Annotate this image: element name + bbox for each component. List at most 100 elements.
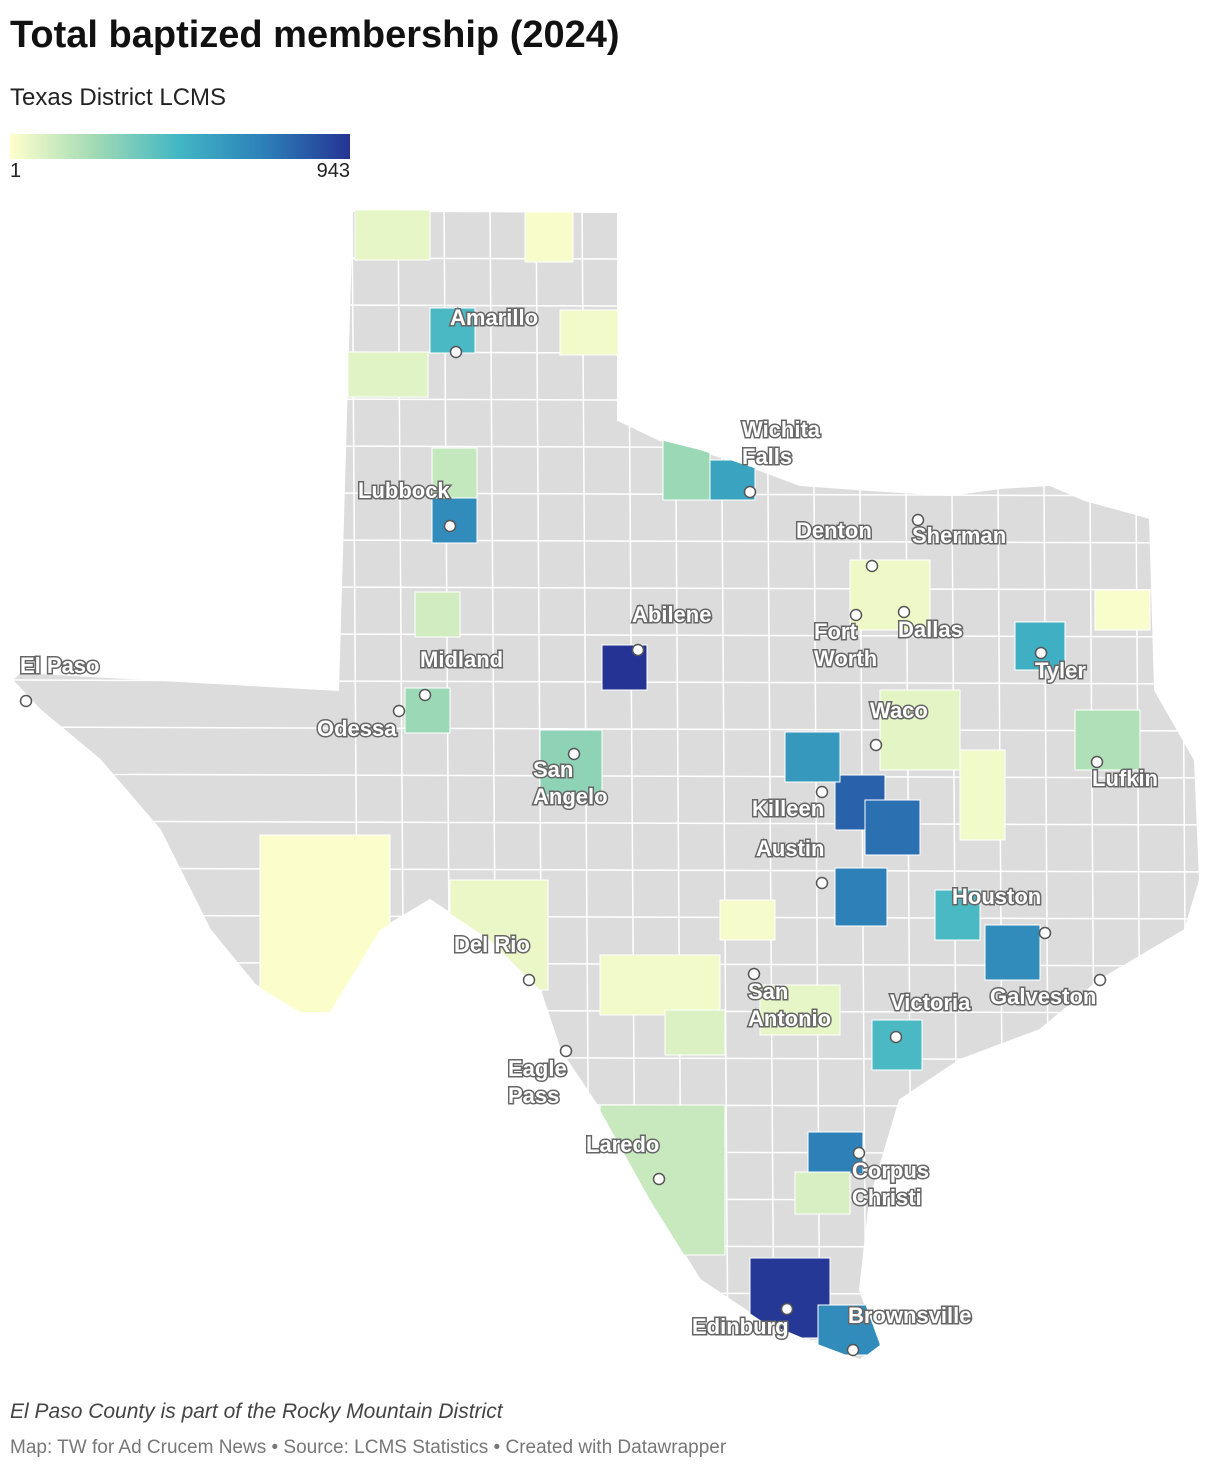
city-label: Denton: [796, 518, 872, 543]
city-label: Corpus: [852, 1158, 929, 1183]
city-label: Wichita: [742, 417, 821, 442]
city-marker: [911, 513, 925, 527]
city-marker: [1034, 646, 1048, 660]
county: [719, 899, 776, 941]
city-label: Del Rio: [454, 932, 530, 957]
county-line: [12, 726, 1200, 732]
city-marker: [522, 973, 536, 987]
county: [879, 689, 961, 771]
county: [1074, 709, 1141, 771]
city-label: Pass: [508, 1083, 559, 1108]
city-marker: [747, 967, 761, 981]
city-label: Christi: [852, 1185, 922, 1210]
county-line: [12, 914, 1200, 920]
city-marker: [1090, 755, 1104, 769]
legend-bar: [10, 134, 350, 159]
city-label: Galveston: [990, 984, 1096, 1009]
county: [759, 984, 841, 1036]
county-line: [12, 820, 1200, 826]
county-line: [12, 773, 1200, 779]
city-marker: [815, 785, 829, 799]
city-marker: [392, 704, 406, 718]
county: [259, 834, 391, 1016]
city-marker: [443, 519, 457, 533]
city-marker: [449, 345, 463, 359]
county: [431, 447, 478, 499]
county: [662, 439, 711, 501]
city-label: Abilene: [632, 602, 711, 627]
city-label: Sherman: [912, 523, 1006, 548]
county: [849, 559, 931, 631]
city-label: San: [533, 757, 573, 782]
city-label: Eagle: [508, 1056, 567, 1081]
city-marker: [846, 1343, 860, 1357]
city-marker: [743, 485, 757, 499]
city-marker: [897, 605, 911, 619]
city-marker: [889, 1030, 903, 1044]
county-line: [12, 1243, 1200, 1249]
county: [794, 1171, 851, 1215]
city-label: San: [748, 979, 788, 1004]
county: [539, 729, 603, 796]
city-marker: [815, 876, 829, 890]
city-label: Lubbock: [358, 478, 450, 503]
county: [599, 954, 721, 1016]
city-label: Worth: [814, 646, 877, 671]
city-label: Edinburg: [692, 1314, 789, 1339]
county-line: [12, 1290, 1200, 1296]
city-marker: [849, 608, 863, 622]
city-label: Falls: [742, 444, 792, 469]
legend-min: 1: [10, 160, 21, 182]
city-marker: [852, 1146, 866, 1160]
note: El Paso County is part of the Rocky Moun…: [10, 1400, 503, 1423]
city-label: Austin: [756, 836, 824, 861]
city-marker: [19, 694, 33, 708]
county: [524, 211, 574, 263]
city-label: Laredo: [586, 1132, 659, 1157]
city-marker: [567, 747, 581, 761]
county: [784, 731, 841, 783]
county: [934, 889, 981, 941]
county: [871, 1019, 923, 1071]
title: Total baptized membership (2024): [10, 14, 620, 56]
city-marker: [631, 643, 645, 657]
city-label: Antonio: [748, 1006, 831, 1031]
city-label: Houston: [952, 884, 1041, 909]
county: [347, 351, 429, 398]
county: [984, 924, 1041, 981]
legend-max: 943: [317, 160, 350, 182]
county: [559, 309, 619, 356]
city-label: Angelo: [533, 784, 608, 809]
county-line: [12, 1196, 1200, 1202]
city-label: Midland: [420, 647, 503, 672]
city-marker: [652, 1172, 666, 1186]
county-line: [12, 867, 1200, 873]
city-label: Victoria: [890, 990, 971, 1015]
city-label: Tyler: [1035, 658, 1086, 683]
city-label: El Paso: [20, 653, 99, 678]
city-label: Odessa: [317, 716, 397, 741]
city-marker: [1038, 926, 1052, 940]
county: [354, 210, 431, 261]
county: [414, 591, 461, 638]
county-line: [12, 1337, 1200, 1343]
county: [664, 1009, 726, 1056]
city-marker: [418, 688, 432, 702]
county: [431, 497, 478, 544]
county: [864, 799, 921, 856]
county: [959, 749, 1006, 841]
city-label: Lufkin: [1092, 766, 1158, 791]
city-marker: [780, 1302, 794, 1316]
city-label: Waco: [870, 698, 928, 723]
city-marker: [1093, 973, 1107, 987]
city-label: Amarillo: [450, 305, 538, 330]
city-label: Brownsville: [848, 1303, 971, 1328]
footer: Map: TW for Ad Crucem News • Source: LCM…: [10, 1437, 727, 1458]
city-marker: [559, 1044, 573, 1058]
county: [834, 867, 888, 927]
subtitle: Texas District LCMS: [10, 84, 227, 111]
county: [1014, 621, 1066, 671]
